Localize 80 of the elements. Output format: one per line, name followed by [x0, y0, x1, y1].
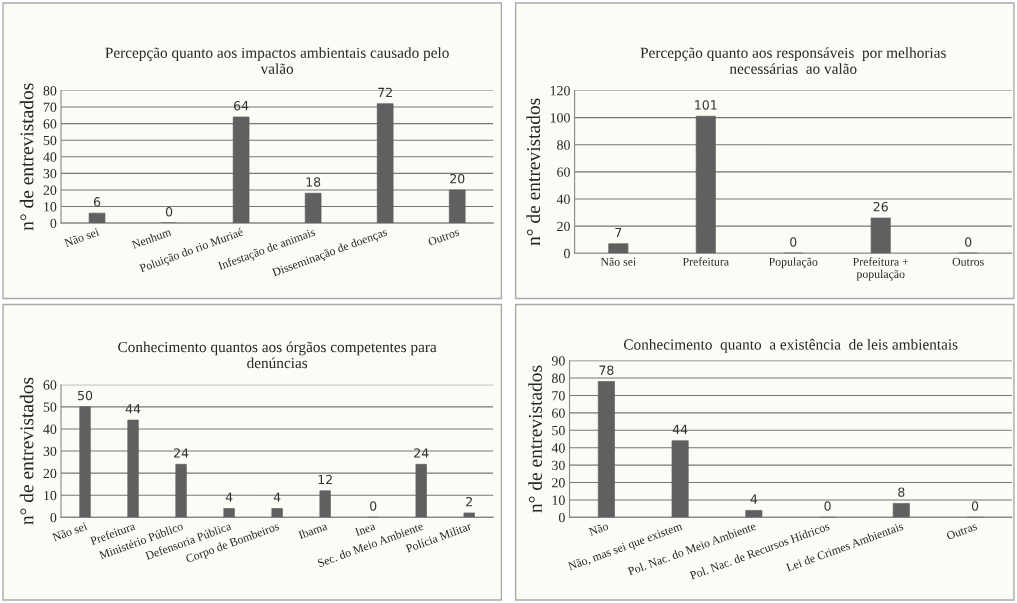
data-label: 12 [318, 474, 332, 485]
y-tick-label: 0 [558, 512, 565, 523]
y-tick-label: 10 [552, 495, 565, 505]
data-label: 24 [174, 448, 189, 458]
x-tick-label: Não sei [63, 227, 100, 248]
data-label: 0 [165, 207, 173, 217]
data-label: 24 [414, 448, 429, 458]
y-axis-title: n° de entrevistados [526, 98, 541, 246]
data-label: 64 [234, 100, 249, 111]
data-label: 44 [672, 424, 688, 434]
chart-title: Conhecimento quantos aos órgãos competentes para denúncias [118, 341, 437, 369]
x-tick-label: Inea [354, 522, 376, 537]
y-tick-label: 80 [43, 86, 57, 96]
y-tick-label: 0 [50, 512, 57, 523]
y-tick-label: 60 [552, 408, 565, 418]
x-tick-label: Ibama [297, 521, 328, 540]
y-tick-label: 0 [50, 218, 57, 229]
x-tick-label: Não sei [51, 521, 88, 542]
y-tick-label: 40 [43, 152, 57, 162]
data-label: 0 [971, 501, 979, 511]
data-label: 4 [750, 494, 758, 504]
x-tick-label: Não [588, 521, 609, 536]
chart-title: Percepção quanto aos impactos ambientais causado pelo valão [105, 47, 449, 74]
chart-title: Percepção quanto aos responsáveis por melhorias necessárias ao valão [640, 47, 946, 74]
data-label: 50 [78, 390, 93, 401]
data-label: 2 [466, 496, 472, 507]
chart-title: Conhecimento quanto a existência de leis ambientais [623, 338, 958, 353]
y-tick-label: 70 [43, 102, 57, 112]
y-tick-label: 50 [552, 425, 565, 436]
x-tick-label: População [769, 257, 818, 269]
data-label: 4 [273, 492, 281, 502]
x-tick-label: Outros [427, 227, 460, 246]
data-label: 101 [695, 100, 717, 110]
y-tick-label: 80 [557, 140, 570, 150]
y-axis-title: n° de entrevistados [528, 365, 542, 513]
data-label: 44 [125, 404, 141, 414]
y-tick-label: 40 [556, 194, 570, 204]
x-tick-label: Outras [946, 522, 978, 540]
y-tick-label: 100 [550, 113, 570, 123]
y-tick-label: 120 [550, 86, 570, 96]
y-tick-label: 20 [43, 468, 57, 479]
data-label: 0 [824, 501, 831, 511]
y-tick-label: 40 [551, 443, 565, 453]
y-tick-label: 10 [44, 490, 57, 501]
data-label: 0 [790, 237, 797, 247]
x-tick-label: Prefeitura + população [852, 257, 909, 281]
data-label: 72 [378, 87, 392, 97]
y-tick-label: 0 [564, 248, 570, 259]
y-tick-label: 20 [552, 478, 565, 488]
y-tick-label: 90 [551, 356, 565, 366]
data-label: 4 [225, 492, 233, 502]
x-tick-label: Não sei [600, 257, 636, 266]
y-axis-title: n° de entrevistados [19, 83, 34, 231]
data-label: 78 [599, 365, 614, 375]
y-tick-label: 50 [43, 402, 57, 412]
y-tick-label: 20 [557, 221, 570, 232]
y-tick-label: 40 [43, 424, 57, 434]
y-tick-label: 30 [43, 446, 57, 456]
data-label: 18 [306, 177, 321, 187]
y-axis-title: n° de entrevistados [19, 377, 34, 525]
data-label: 8 [898, 487, 905, 497]
data-label: 0 [370, 501, 377, 511]
data-label: 26 [873, 201, 888, 212]
data-label: 20 [450, 173, 465, 184]
y-tick-label: 20 [43, 185, 57, 195]
data-label: 0 [965, 237, 972, 247]
x-tick-label: Nenhum [131, 227, 172, 249]
y-tick-label: 70 [552, 391, 565, 401]
data-label: 7 [615, 227, 622, 237]
x-tick-label: Prefeitura [682, 257, 729, 266]
data-label: 6 [93, 197, 101, 207]
y-tick-label: 30 [552, 460, 565, 471]
y-tick-label: 10 [44, 202, 57, 212]
y-tick-label: 60 [43, 380, 57, 390]
y-tick-label: 80 [551, 373, 565, 383]
x-tick-label: Outros [952, 257, 984, 266]
y-tick-label: 30 [43, 168, 57, 179]
y-tick-label: 60 [43, 119, 57, 129]
y-tick-label: 50 [43, 135, 57, 146]
y-tick-label: 60 [557, 167, 570, 177]
